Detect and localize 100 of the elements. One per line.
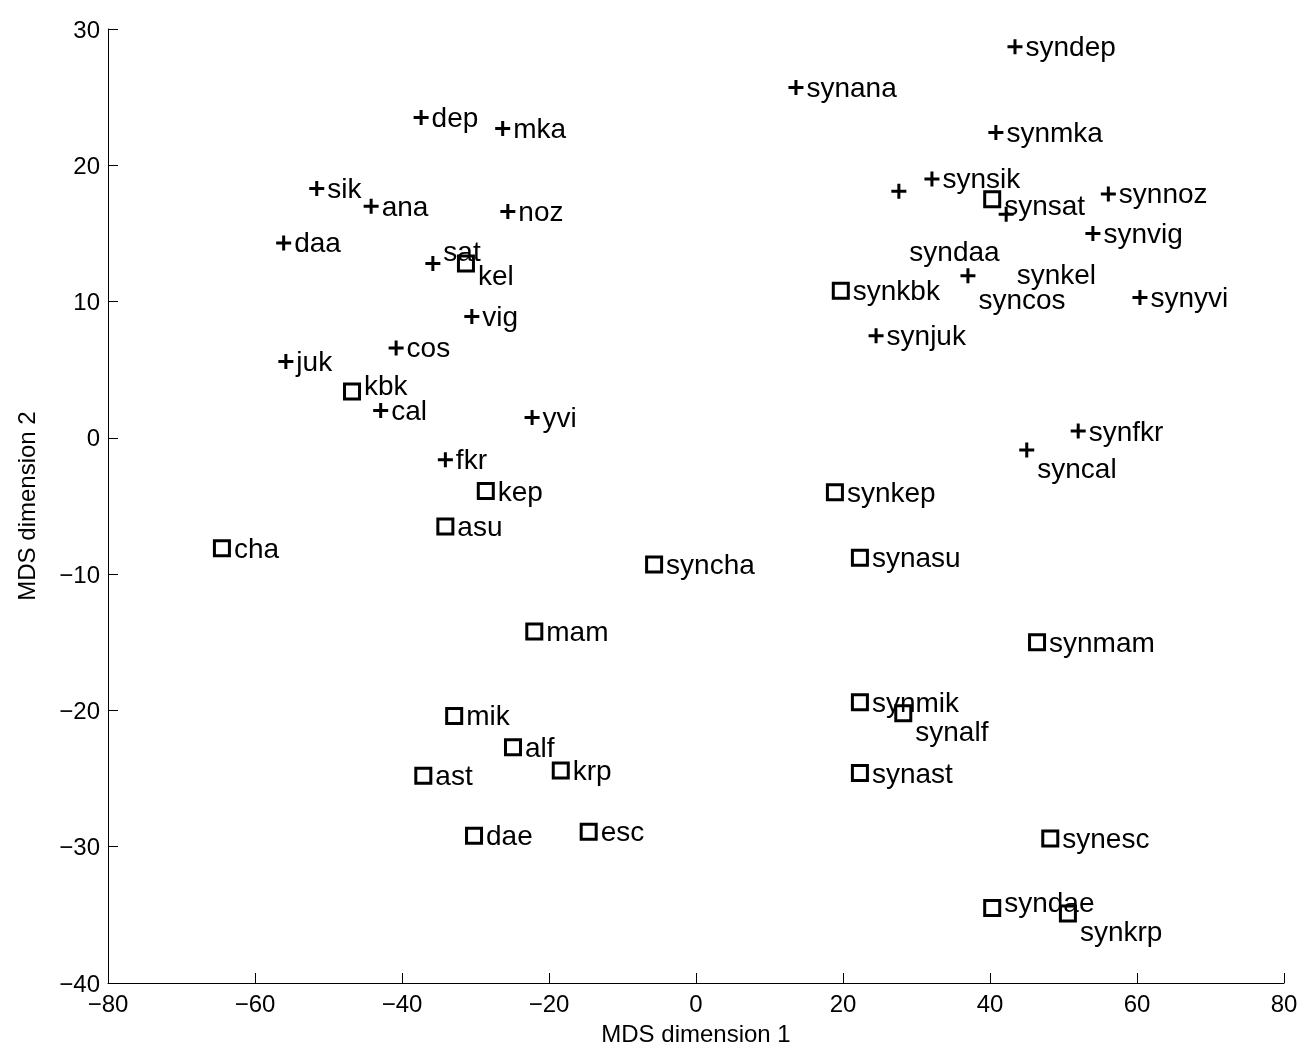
data-label: sik <box>327 172 363 204</box>
point <box>413 110 429 126</box>
point <box>388 340 404 356</box>
y-tick-label: 0 <box>86 424 100 452</box>
point <box>983 899 1002 918</box>
data-label: synana <box>806 72 898 104</box>
y-tick-label: 10 <box>73 288 100 316</box>
x-tick-label: 80 <box>1270 989 1298 1017</box>
x-tick-label: 0 <box>689 989 703 1017</box>
point <box>1132 289 1148 305</box>
data-label: synkbk <box>852 275 941 307</box>
y-tick-label: −20 <box>59 696 100 724</box>
point <box>850 693 869 712</box>
data-label: synasu <box>871 542 961 574</box>
data-label: vig <box>482 301 519 333</box>
y-tick-label: −30 <box>59 833 100 861</box>
data-label: krp <box>572 754 612 786</box>
data-label: daa <box>294 227 342 259</box>
data-label: synmik <box>871 686 961 718</box>
data-label: esc <box>600 816 645 848</box>
point <box>465 826 484 845</box>
data-label: syncha <box>666 549 756 581</box>
data-label: sat <box>443 235 481 267</box>
data-label: synyvi <box>1150 281 1229 313</box>
point <box>579 822 598 841</box>
point <box>436 517 455 536</box>
point <box>503 738 522 757</box>
point <box>1041 829 1060 848</box>
data-label: alf <box>524 731 555 763</box>
point <box>960 268 976 284</box>
data-label: ana <box>381 190 429 222</box>
x-tick-label: −40 <box>381 989 423 1017</box>
point <box>212 539 231 558</box>
data-label: mik <box>466 700 511 732</box>
point <box>788 80 804 96</box>
point <box>524 409 540 425</box>
point <box>645 555 664 574</box>
x-tick-label: 20 <box>829 989 857 1017</box>
point <box>445 706 464 725</box>
point <box>1070 423 1086 439</box>
data-label: synjuk <box>886 320 967 352</box>
point <box>464 309 480 325</box>
point <box>373 403 389 419</box>
data-label: noz <box>518 196 564 228</box>
data-label: cha <box>233 532 280 564</box>
point <box>551 761 570 780</box>
data-label: kep <box>497 475 543 507</box>
point <box>1019 442 1035 458</box>
point <box>850 548 869 567</box>
data-label: synesc <box>1062 823 1150 855</box>
data-label: ast <box>435 760 473 792</box>
point <box>868 328 884 344</box>
point <box>924 171 940 187</box>
data-label: synfkr <box>1088 415 1164 447</box>
point <box>850 764 869 783</box>
point <box>309 180 325 196</box>
data-label: synmam <box>1049 626 1155 658</box>
point <box>831 281 850 300</box>
point <box>414 766 433 785</box>
data-label: juk <box>295 346 334 378</box>
y-tick-label: 20 <box>73 151 100 179</box>
point <box>525 622 544 641</box>
point <box>278 354 294 370</box>
data-label: synkep <box>846 476 936 508</box>
data-label: fkr <box>455 444 487 476</box>
data-label: cos <box>406 332 451 364</box>
point <box>276 235 292 251</box>
data-label: synmka <box>1006 117 1104 149</box>
point <box>891 183 907 199</box>
point <box>1007 39 1023 55</box>
point <box>1028 633 1047 652</box>
x-tick-label: −20 <box>528 989 570 1017</box>
point <box>1100 186 1116 202</box>
data-label: synvig <box>1103 217 1183 249</box>
point <box>425 255 441 271</box>
point <box>988 125 1004 141</box>
data-label: syncal <box>1037 452 1117 484</box>
data-label: dep <box>431 102 479 134</box>
data-label: synalf <box>915 715 989 747</box>
x-tick-label: −60 <box>234 989 276 1017</box>
data-label: dae <box>486 820 533 852</box>
x-axis-title: MDS dimension 1 <box>601 1019 791 1047</box>
x-tick-label: 60 <box>1123 989 1151 1017</box>
point <box>495 120 511 136</box>
data-label: mka <box>513 112 567 144</box>
point <box>825 483 844 502</box>
point <box>437 452 453 468</box>
point <box>363 198 379 214</box>
x-tick-label: 40 <box>976 989 1004 1017</box>
y-tick-label: −10 <box>59 560 100 588</box>
point <box>476 482 495 501</box>
data-label: synast <box>871 757 954 789</box>
data-label: syndep <box>1025 31 1116 63</box>
y-tick-label: 30 <box>73 15 100 43</box>
point <box>1085 225 1101 241</box>
point <box>500 204 516 220</box>
data-label: mam <box>546 615 609 647</box>
point <box>343 382 362 401</box>
data-label: synnoz <box>1118 178 1208 210</box>
data-label: asu <box>457 510 503 542</box>
